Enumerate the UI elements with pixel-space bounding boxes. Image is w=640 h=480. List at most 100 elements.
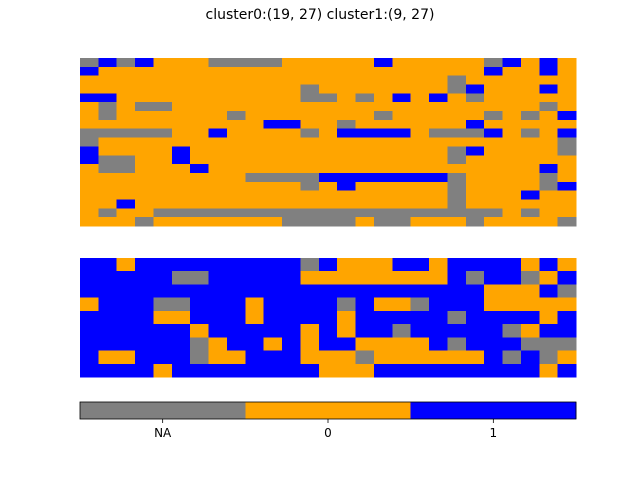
heatmap-cell [484,58,503,68]
heatmap-cell [355,199,375,209]
heatmap-cell [373,190,393,200]
heatmap-cell [355,172,375,183]
heatmap-cell [429,58,448,68]
colorbar-frame [79,401,577,420]
heatmap-cell [245,164,265,174]
heatmap-cell [484,337,503,351]
heatmap-cell [373,271,393,285]
heatmap-cell [98,58,118,68]
heatmap-cell [318,217,338,227]
heatmap-cell [484,181,503,192]
heatmap-cell [373,111,393,121]
heatmap-cell [282,102,301,112]
heatmap-cell [410,164,430,174]
heatmap-cell [226,119,246,130]
heatmap-cell [355,84,375,94]
heatmap-cell [465,75,485,85]
heatmap-cell [373,146,393,156]
heatmap-cell [410,324,430,338]
heatmap-cell [135,350,154,365]
heatmap-cell [465,181,485,192]
heatmap-cell [392,297,412,312]
heatmap-cell [190,181,209,192]
heatmap-cell [502,258,522,272]
heatmap-cell [373,181,393,192]
heatmap-cell [226,190,246,200]
heatmap-cell [557,172,577,183]
heatmap-cell [520,199,540,209]
heatmap-cell [135,324,154,338]
heatmap-cell [429,75,448,85]
heatmap-cell [520,363,540,378]
heatmap-cell [392,172,412,183]
heatmap-cell [337,208,356,218]
heatmap-cell [484,310,503,325]
heatmap-cell [190,172,209,183]
heatmap-cell [300,208,320,218]
heatmap-cell [429,93,448,103]
heatmap-cell [429,217,448,227]
heatmap-cell [300,164,320,174]
heatmap-cell [337,102,356,112]
heatmap-cell [263,190,283,200]
heatmap-cell [429,271,448,285]
heatmap-cell [355,93,375,103]
heatmap-cell [245,128,265,138]
heatmap-cell [502,172,522,183]
heatmap-cell [429,172,448,183]
heatmap-cell [373,93,393,103]
heatmap-cell [171,199,191,209]
heatmap-cell [80,58,99,68]
heatmap-cell [300,119,320,130]
heatmap-cell [410,84,430,94]
heatmap-cell [484,164,503,174]
heatmap-cell [245,190,265,200]
heatmap-cell [447,164,467,174]
heatmap-cell [484,155,503,165]
heatmap-cell [190,155,209,165]
heatmap-cell [410,75,430,85]
heatmap-cell [355,181,375,192]
heatmap-cell [447,111,467,121]
heatmap-cell [539,84,559,94]
heatmap-cell [153,363,173,378]
heatmap-cell [447,199,467,209]
heatmap-cell [392,146,412,156]
heatmap-cell [208,102,228,112]
heatmap-cell [447,297,467,312]
heatmap-cell [282,119,301,130]
heatmap-cell [80,137,99,147]
heatmap-cell [337,190,356,200]
heatmap-cell [282,284,301,299]
heatmap-cell [226,337,246,351]
heatmap-cell [392,58,412,68]
heatmap-cell [429,258,448,272]
heatmap-cell [116,258,136,272]
heatmap-cell [373,208,393,218]
heatmap-cell [190,324,209,338]
heatmap-cell [520,75,540,85]
heatmap-cell [373,217,393,227]
heatmap-cell [429,190,448,200]
heatmap-cell [318,297,338,312]
heatmap-cell [116,271,136,285]
heatmap-cell [373,297,393,312]
heatmap-cell [245,258,265,272]
heatmap-cell [263,146,283,156]
heatmap-cell [557,258,577,272]
heatmap-cell [300,258,320,272]
heatmap-cell [410,119,430,130]
heatmap-cell [429,146,448,156]
heatmap-cell [539,199,559,209]
heatmap-cell [190,164,209,174]
heatmap-cell [98,146,118,156]
heatmap-cell [116,58,136,68]
heatmap-cell [153,84,173,94]
heatmap-cell [300,324,320,338]
heatmap-cell [263,181,283,192]
heatmap-cell [484,350,503,365]
heatmap-cell [337,310,356,325]
heatmap-cell [98,181,118,192]
heatmap-cell [447,217,467,227]
heatmap-cell [318,350,338,365]
